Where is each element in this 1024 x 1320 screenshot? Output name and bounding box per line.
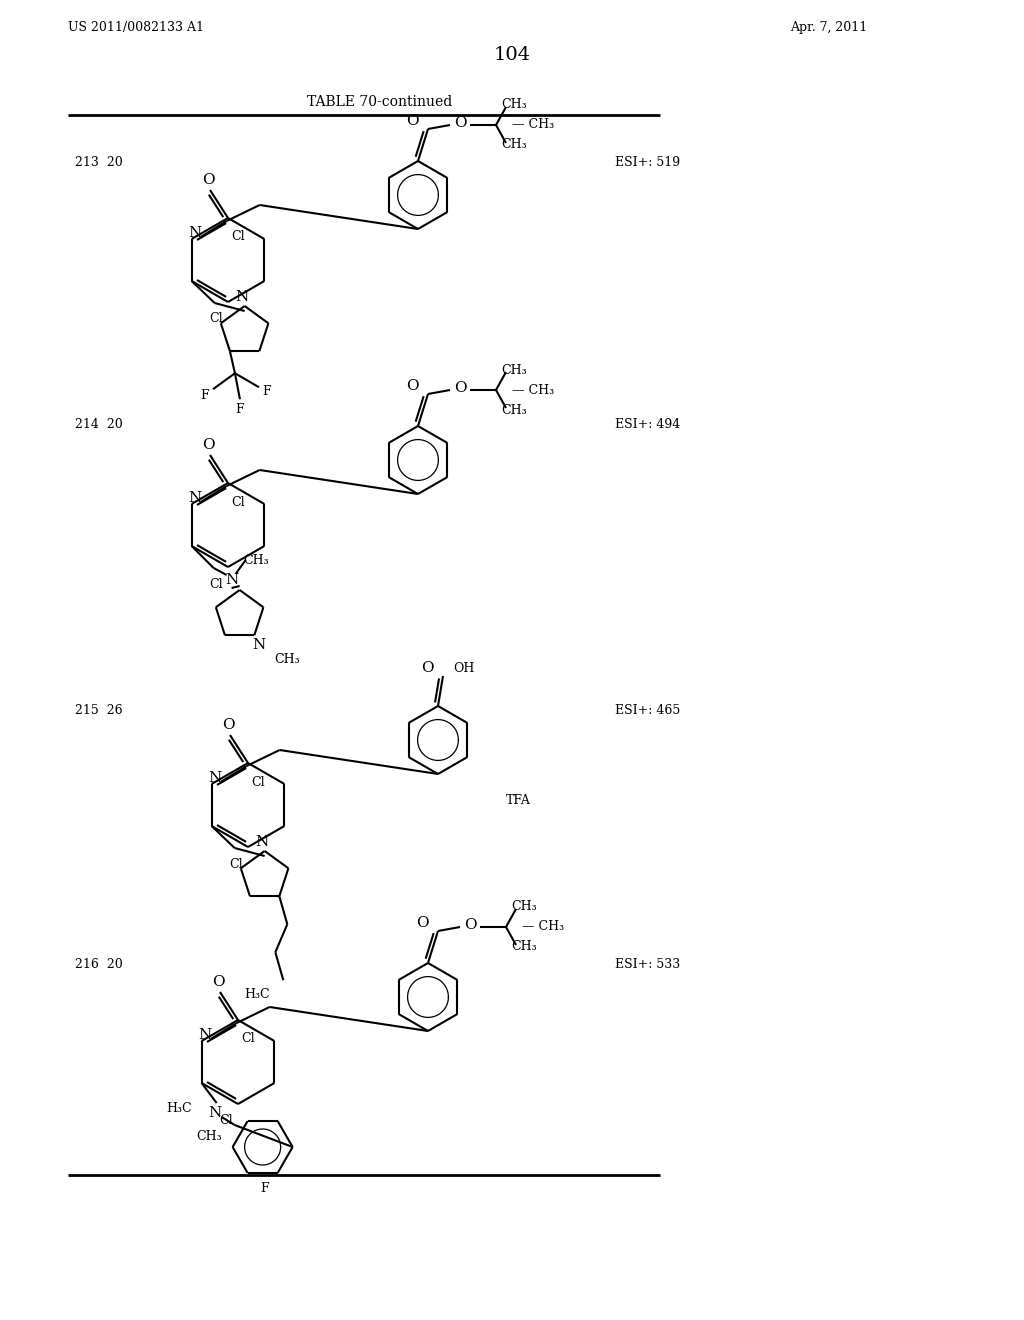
Text: O: O [202,173,214,187]
Text: N: N [198,1028,211,1041]
Text: O: O [416,916,428,931]
Text: Cl: Cl [252,776,265,788]
Text: ESI+: 465: ESI+: 465 [615,704,680,717]
Text: O: O [202,438,214,451]
Text: CH₃: CH₃ [196,1130,221,1143]
Text: F: F [236,403,245,416]
Text: — CH₃: — CH₃ [522,920,564,933]
Text: TFA: TFA [506,793,530,807]
Text: O: O [406,379,419,393]
Text: O: O [421,661,433,675]
Text: Cl: Cl [231,495,245,508]
Text: CH₃: CH₃ [501,99,526,111]
Text: N: N [225,573,239,587]
Text: 213  20: 213 20 [75,156,123,169]
Text: Cl: Cl [229,858,243,870]
Text: O: O [406,114,419,128]
Text: 216  20: 216 20 [75,958,123,972]
Text: H₃C: H₃C [166,1101,191,1114]
Text: US 2011/0082133 A1: US 2011/0082133 A1 [68,21,204,34]
Text: ESI+: 533: ESI+: 533 [615,958,680,972]
Text: N: N [208,771,221,785]
Text: F: F [262,384,271,397]
Text: CH₃: CH₃ [511,940,537,953]
Text: CH₃: CH₃ [501,404,526,417]
Text: N: N [188,491,202,506]
Text: 104: 104 [494,46,530,63]
Text: O: O [454,116,466,129]
Text: F: F [260,1183,269,1196]
Text: CH₃: CH₃ [274,652,300,665]
Text: CH₃: CH₃ [501,363,526,376]
Text: O: O [454,381,466,395]
Text: Cl: Cl [209,578,223,590]
Text: Apr. 7, 2011: Apr. 7, 2011 [790,21,867,34]
Text: Cl: Cl [231,231,245,243]
Text: N: N [208,1106,221,1119]
Text: ESI+: 519: ESI+: 519 [615,156,680,169]
Text: N: N [234,290,248,304]
Text: O: O [212,975,224,989]
Text: N: N [188,226,202,240]
Text: CH₃: CH₃ [511,900,537,913]
Text: O: O [464,917,476,932]
Text: OH: OH [453,661,474,675]
Text: 215  26: 215 26 [75,704,123,717]
Text: CH₃: CH₃ [501,139,526,152]
Text: — CH₃: — CH₃ [512,384,554,396]
Text: N: N [253,639,266,652]
Text: O: O [221,718,234,733]
Text: Cl: Cl [242,1032,255,1045]
Text: N: N [255,836,268,849]
Text: H₃C: H₃C [245,987,270,1001]
Text: F: F [201,388,209,401]
Text: 214  20: 214 20 [75,418,123,432]
Text: CH₃: CH₃ [244,553,269,566]
Text: ESI+: 494: ESI+: 494 [615,418,680,432]
Text: Cl: Cl [219,1114,232,1127]
Text: TABLE 70-continued: TABLE 70-continued [307,95,453,110]
Text: Cl: Cl [209,313,223,326]
Text: — CH₃: — CH₃ [512,119,554,132]
